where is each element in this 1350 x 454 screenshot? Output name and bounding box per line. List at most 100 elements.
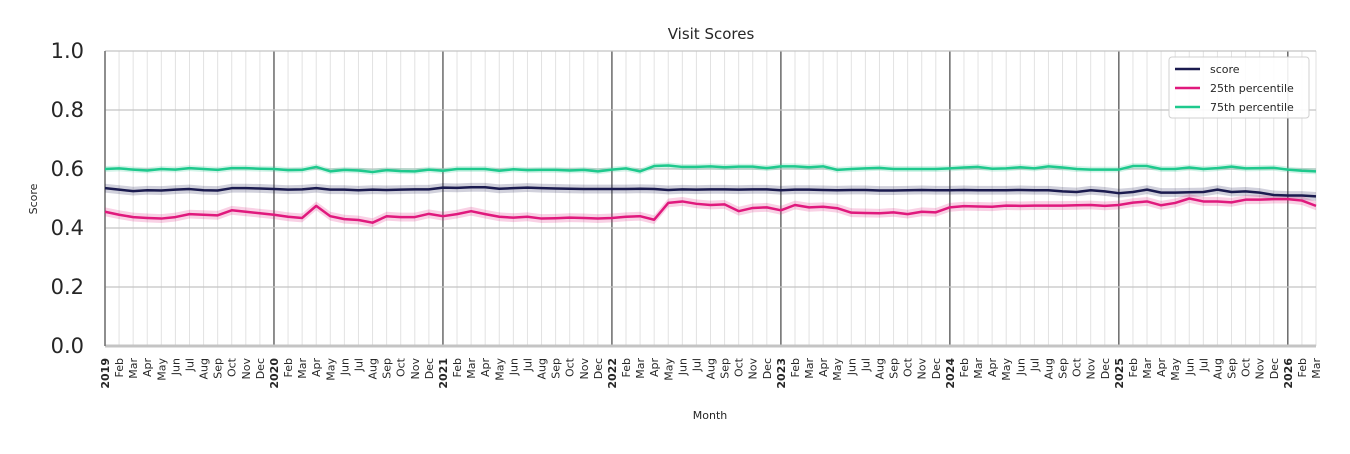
x-tick-year: 2025 <box>1113 358 1126 389</box>
x-tick-month: Sep <box>381 358 394 379</box>
x-tick-year: 2019 <box>99 358 112 389</box>
x-tick-month: Apr <box>310 358 323 378</box>
x-tick-month: Jul <box>521 358 534 372</box>
x-tick-month: Apr <box>648 358 661 378</box>
x-tick-month: Sep <box>550 358 563 379</box>
x-tick-month: May <box>662 358 675 381</box>
x-tick-month: Dec <box>592 358 605 379</box>
x-tick-month: Jul <box>1197 358 1210 372</box>
x-tick-month: Oct <box>733 357 746 377</box>
x-tick-month: Feb <box>789 358 802 377</box>
x-tick-month: Oct <box>1240 357 1253 377</box>
x-tick-month: Sep <box>1226 358 1239 379</box>
x-tick-month: Jun <box>1183 358 1196 376</box>
legend: score 25th percentile 75th percentile <box>1169 57 1309 118</box>
x-tick-month: Oct <box>564 357 577 377</box>
x-tick-month: Jul <box>859 358 872 372</box>
x-tick-month: Jul <box>183 358 196 372</box>
y-axis-label: Score <box>27 183 40 214</box>
x-axis-label: Month <box>693 409 728 422</box>
x-tick-month: Jun <box>676 358 689 376</box>
x-tick-month: Dec <box>1268 358 1281 379</box>
x-tick-year: 2022 <box>606 358 619 389</box>
x-tick-month: Jun <box>845 358 858 376</box>
legend-label: score <box>1210 63 1240 76</box>
x-tick-month: Dec <box>423 358 436 379</box>
y-tick-label: 0.0 <box>51 334 84 358</box>
x-tick-month: Jun <box>507 358 520 376</box>
x-tick-month: Mar <box>127 358 140 379</box>
x-tick-year: 2024 <box>944 358 957 389</box>
x-tick-month: Mar <box>296 358 309 379</box>
x-tick-month: Dec <box>761 358 774 379</box>
x-tick-month: Sep <box>1057 358 1070 379</box>
x-tick-month: Oct <box>902 357 915 377</box>
x-tick-month: Sep <box>888 358 901 379</box>
x-tick-month: Sep <box>212 358 225 379</box>
x-tick-month: Feb <box>282 358 295 377</box>
x-tick-month: Dec <box>254 358 267 379</box>
x-tick-year: 2026 <box>1282 358 1295 389</box>
x-tick-month: Dec <box>1099 358 1112 379</box>
x-tick-month: Sep <box>719 358 732 379</box>
x-tick-month: Nov <box>578 358 591 380</box>
x-tick-month: Jul <box>690 358 703 372</box>
y-tick-label: 0.6 <box>51 157 84 181</box>
x-tick-month: Mar <box>634 358 647 379</box>
x-tick-month: Aug <box>705 358 718 379</box>
x-tick-month: Aug <box>367 358 380 379</box>
x-tick-year: 2023 <box>775 358 788 389</box>
x-tick-month: Nov <box>1254 358 1267 380</box>
x-tick-month: Apr <box>479 358 492 378</box>
x-tick-month: Aug <box>1042 358 1055 379</box>
x-tick-month: Nov <box>409 358 422 380</box>
legend-label: 75th percentile <box>1210 101 1294 114</box>
x-tick-month: Mar <box>1141 358 1154 379</box>
x-tick-month: Mar <box>465 358 478 379</box>
x-tick-month: Feb <box>958 358 971 377</box>
x-tick-month: Aug <box>873 358 886 379</box>
x-tick-month: Feb <box>113 358 126 377</box>
x-tick-month: Feb <box>1296 358 1309 377</box>
x-tick-month: Jun <box>338 358 351 376</box>
x-tick-month: May <box>324 358 337 381</box>
x-tick-month: Apr <box>986 358 999 378</box>
x-tick-month: May <box>1000 358 1013 381</box>
x-tick-year: 2021 <box>437 358 450 389</box>
x-tick-month: May <box>1169 358 1182 381</box>
x-tick-month: Nov <box>916 358 929 380</box>
x-tick-month: Oct <box>395 357 408 377</box>
legend-label: 25th percentile <box>1210 82 1294 95</box>
y-tick-label: 0.8 <box>51 98 84 122</box>
x-tick-month: Feb <box>620 358 633 377</box>
x-tick-month: Feb <box>1127 358 1140 377</box>
y-tick-label: 0.2 <box>51 275 84 299</box>
x-tick-month: Jul <box>352 358 365 372</box>
x-tick-month: Aug <box>198 358 211 379</box>
chart-title: Visit Scores <box>668 25 755 43</box>
x-tick-month: Jun <box>169 358 182 376</box>
y-tick-label: 0.4 <box>51 216 84 240</box>
x-tick-month: May <box>831 358 844 381</box>
x-tick-month: Nov <box>240 358 253 380</box>
x-tick-month: Jun <box>1014 358 1027 376</box>
x-tick-month: Aug <box>536 358 549 379</box>
x-tick-month: Nov <box>1085 358 1098 380</box>
y-tick-label: 1.0 <box>51 39 84 63</box>
x-tick-month: May <box>155 358 168 381</box>
x-tick-month: Oct <box>1071 357 1084 377</box>
x-tick-month: Oct <box>226 357 239 377</box>
x-tick-month: Nov <box>747 358 760 380</box>
x-tick-month: Apr <box>817 358 830 378</box>
x-tick-month: Dec <box>930 358 943 379</box>
x-tick-year: 2020 <box>268 358 281 389</box>
x-tick-month: Jul <box>1028 358 1041 372</box>
x-tick-month: Apr <box>141 358 154 378</box>
x-tick-month: Aug <box>1211 358 1224 379</box>
x-tick-month: Apr <box>1155 358 1168 378</box>
x-tick-month: May <box>493 358 506 381</box>
x-tick-month: Mar <box>1310 358 1323 379</box>
x-tick-month: Mar <box>972 358 985 379</box>
x-tick-month: Feb <box>451 358 464 377</box>
